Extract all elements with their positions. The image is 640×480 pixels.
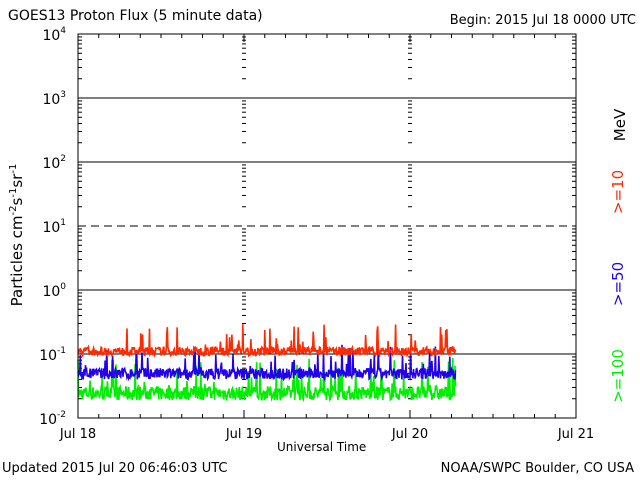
series-50-mev [77,344,457,383]
y-tick-label-2: 100 [42,282,66,300]
x-tick-label-0: Jul 18 [59,427,96,442]
x-tick-labels: Jul 18 Jul 19 Jul 20 Jul 21 [59,427,594,442]
legend-ge10: >=10 [609,169,627,215]
legend-ge100: >=100 [609,349,627,403]
x-tick-label-3: Jul 21 [557,427,594,442]
y-tick-label-3: 101 [42,218,66,236]
chart-grid [77,34,577,418]
x-axis-label: Universal Time [277,440,367,454]
legend-ge50: >=50 [609,261,627,307]
credit-text: NOAA/SWPC Boulder, CO USA [440,461,634,476]
plot-frame [77,33,577,419]
y-tick-label-0: 10-2 [39,410,66,428]
updated-timestamp: Updated 2015 Jul 20 06:46:03 UTC [2,461,228,476]
begin-time: Begin: 2015 Jul 18 0000 UTC [449,13,636,28]
y-tick-labels: 10-2 10-1 100 101 102 103 104 [39,26,66,428]
x-tick-label-2: Jul 20 [391,427,428,442]
series-10-mev [77,324,457,358]
y-axis-label: Particles cm-2s-1sr-1 [8,163,26,307]
series-layer [77,324,457,403]
series-100-mev [77,357,457,403]
chart-title: GOES13 Proton Flux (5 minute data) [8,8,263,24]
y-tick-label-1: 10-1 [39,346,66,364]
y-tick-label-6: 104 [42,26,66,44]
x-tick-label-1: Jul 19 [225,427,262,442]
y-tick-label-4: 102 [42,154,66,172]
y-tick-label-5: 103 [42,90,66,108]
legend-unit-mev: MeV [611,108,629,142]
